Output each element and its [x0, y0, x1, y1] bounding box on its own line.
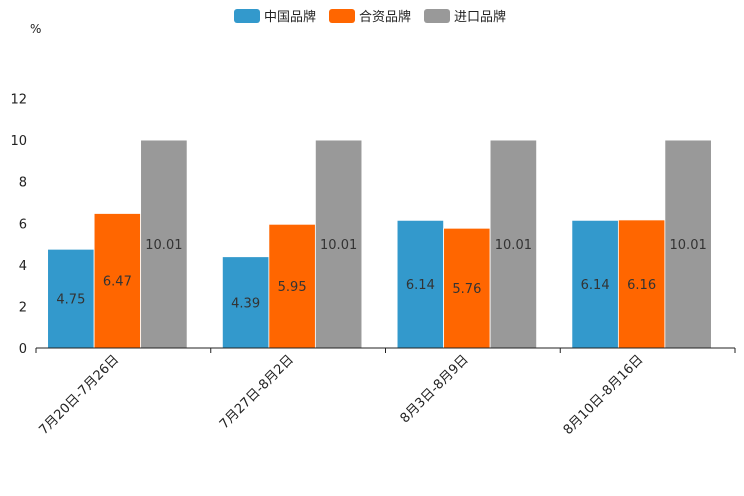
bar-value-label: 10.01 [320, 238, 357, 253]
bar-value-label: 6.14 [406, 278, 435, 293]
bar [140, 139, 188, 349]
bar-value-label: 5.76 [452, 282, 481, 297]
x-category-label: 7月27日-8月2日 [217, 352, 297, 432]
bar [571, 219, 619, 349]
legend-item[interactable]: 中国品牌 [234, 9, 316, 25]
bars [47, 139, 712, 349]
legend-label: 合资品牌 [359, 9, 411, 25]
bar [93, 213, 142, 349]
legend-swatch [234, 9, 260, 23]
bar-value-label: 6.47 [103, 275, 132, 290]
y-tick-label: 0 [19, 342, 27, 357]
x-axis: 7月20日-7月26日 7月27日-8月2日 8月3日-8月9日 8月10日-8月16… [35, 347, 736, 438]
x-category-label: 7月20日-7月26日 [36, 352, 122, 438]
data-labels: 4.75 6.47 10.01 4.39 5.95 10.01 6.14 5.76 10.01 6… [56, 238, 706, 311]
bar [221, 256, 270, 349]
legend-swatch [424, 9, 450, 23]
bar-value-label: 10.01 [495, 238, 532, 253]
legend-label: 中国品牌 [264, 9, 316, 25]
bar-value-label: 4.39 [231, 296, 260, 311]
y-tick-label: 10 [10, 134, 27, 149]
bar [314, 139, 363, 349]
y-axis-unit-label: % [30, 22, 41, 36]
x-category-label: 8月10日-8月16日 [561, 352, 647, 438]
y-tick-label: 6 [19, 217, 27, 232]
y-tick-label: 8 [19, 176, 27, 191]
y-tick-label: 12 [10, 93, 27, 108]
bar [47, 248, 95, 349]
x-category-label: 8月3日-8月9日 [398, 352, 472, 426]
legend-swatch [329, 9, 355, 23]
legend-item[interactable]: 合资品牌 [329, 9, 411, 25]
bar [664, 139, 712, 349]
legend-item[interactable]: 进口品牌 [424, 9, 506, 25]
bar [268, 223, 316, 349]
legend-label: 进口品牌 [454, 9, 506, 25]
y-tick-label: 4 [19, 259, 27, 274]
bar-value-label: 4.75 [56, 293, 85, 308]
bar [443, 227, 491, 349]
y-tick-label: 2 [19, 300, 27, 315]
y-axis: 0 2 4 6 8 10 12 [10, 93, 27, 358]
bar-value-label: 5.95 [278, 280, 307, 295]
bar-value-label: 6.16 [627, 278, 656, 293]
bar-value-label: 10.01 [670, 238, 707, 253]
bar-value-label: 6.14 [581, 278, 610, 293]
bar-value-label: 10.01 [145, 238, 182, 253]
legend: 中国品牌 合资品牌 进口品牌 [234, 9, 506, 25]
